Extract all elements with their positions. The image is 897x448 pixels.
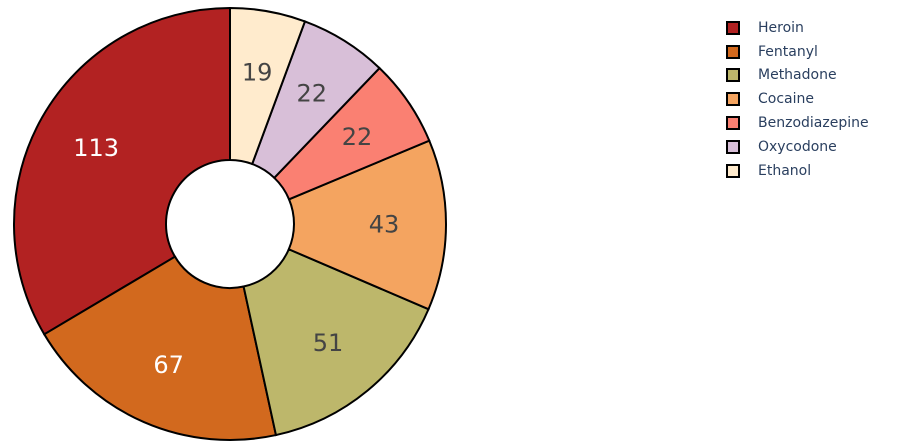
legend-label: Methadone (758, 67, 837, 84)
legend-swatch (726, 68, 740, 83)
slice-methadone[interactable] (242, 247, 430, 437)
legend-swatch (726, 92, 740, 107)
legend-swatch (726, 163, 740, 178)
slice-value-label: 51 (313, 329, 344, 357)
legend-label: Benzodiazepine (758, 115, 869, 132)
legend-item[interactable]: Fentanyl (726, 40, 869, 64)
legend-item[interactable]: Methadone (726, 64, 869, 88)
slice-value-label: 67 (153, 351, 184, 379)
slice-heroin[interactable] (13, 6, 231, 336)
slice-value-label: 19 (242, 58, 273, 86)
legend-swatch (726, 116, 740, 131)
legend-label: Heroin (758, 19, 804, 36)
legend-item[interactable]: Ethanol (726, 159, 869, 183)
legend-label: Oxycodone (758, 138, 837, 155)
legend-label: Fentanyl (758, 43, 818, 60)
slice-value-label: 113 (73, 134, 119, 162)
slice-value-label: 22 (342, 123, 373, 151)
slice-fentanyl[interactable] (42, 255, 278, 441)
legend-swatch (726, 20, 740, 35)
legend-item[interactable]: Benzodiazepine (726, 111, 869, 135)
legend-item[interactable]: Heroin (726, 16, 869, 40)
slice-ethanol[interactable] (229, 6, 307, 166)
legend-swatch (726, 139, 740, 154)
legend-label: Cocaine (758, 91, 814, 108)
legend-swatch (726, 44, 740, 59)
legend-label: Ethanol (758, 162, 812, 179)
legend-item[interactable]: Oxycodone (726, 135, 869, 159)
slice-value-label: 22 (296, 79, 327, 107)
legend: Heroin Fentanyl Methadone Cocaine Benzodiaze… (726, 16, 869, 183)
slice-value-label: 43 (369, 211, 400, 239)
slice-cocaine[interactable] (287, 139, 447, 311)
legend-item[interactable]: Cocaine (726, 87, 869, 111)
